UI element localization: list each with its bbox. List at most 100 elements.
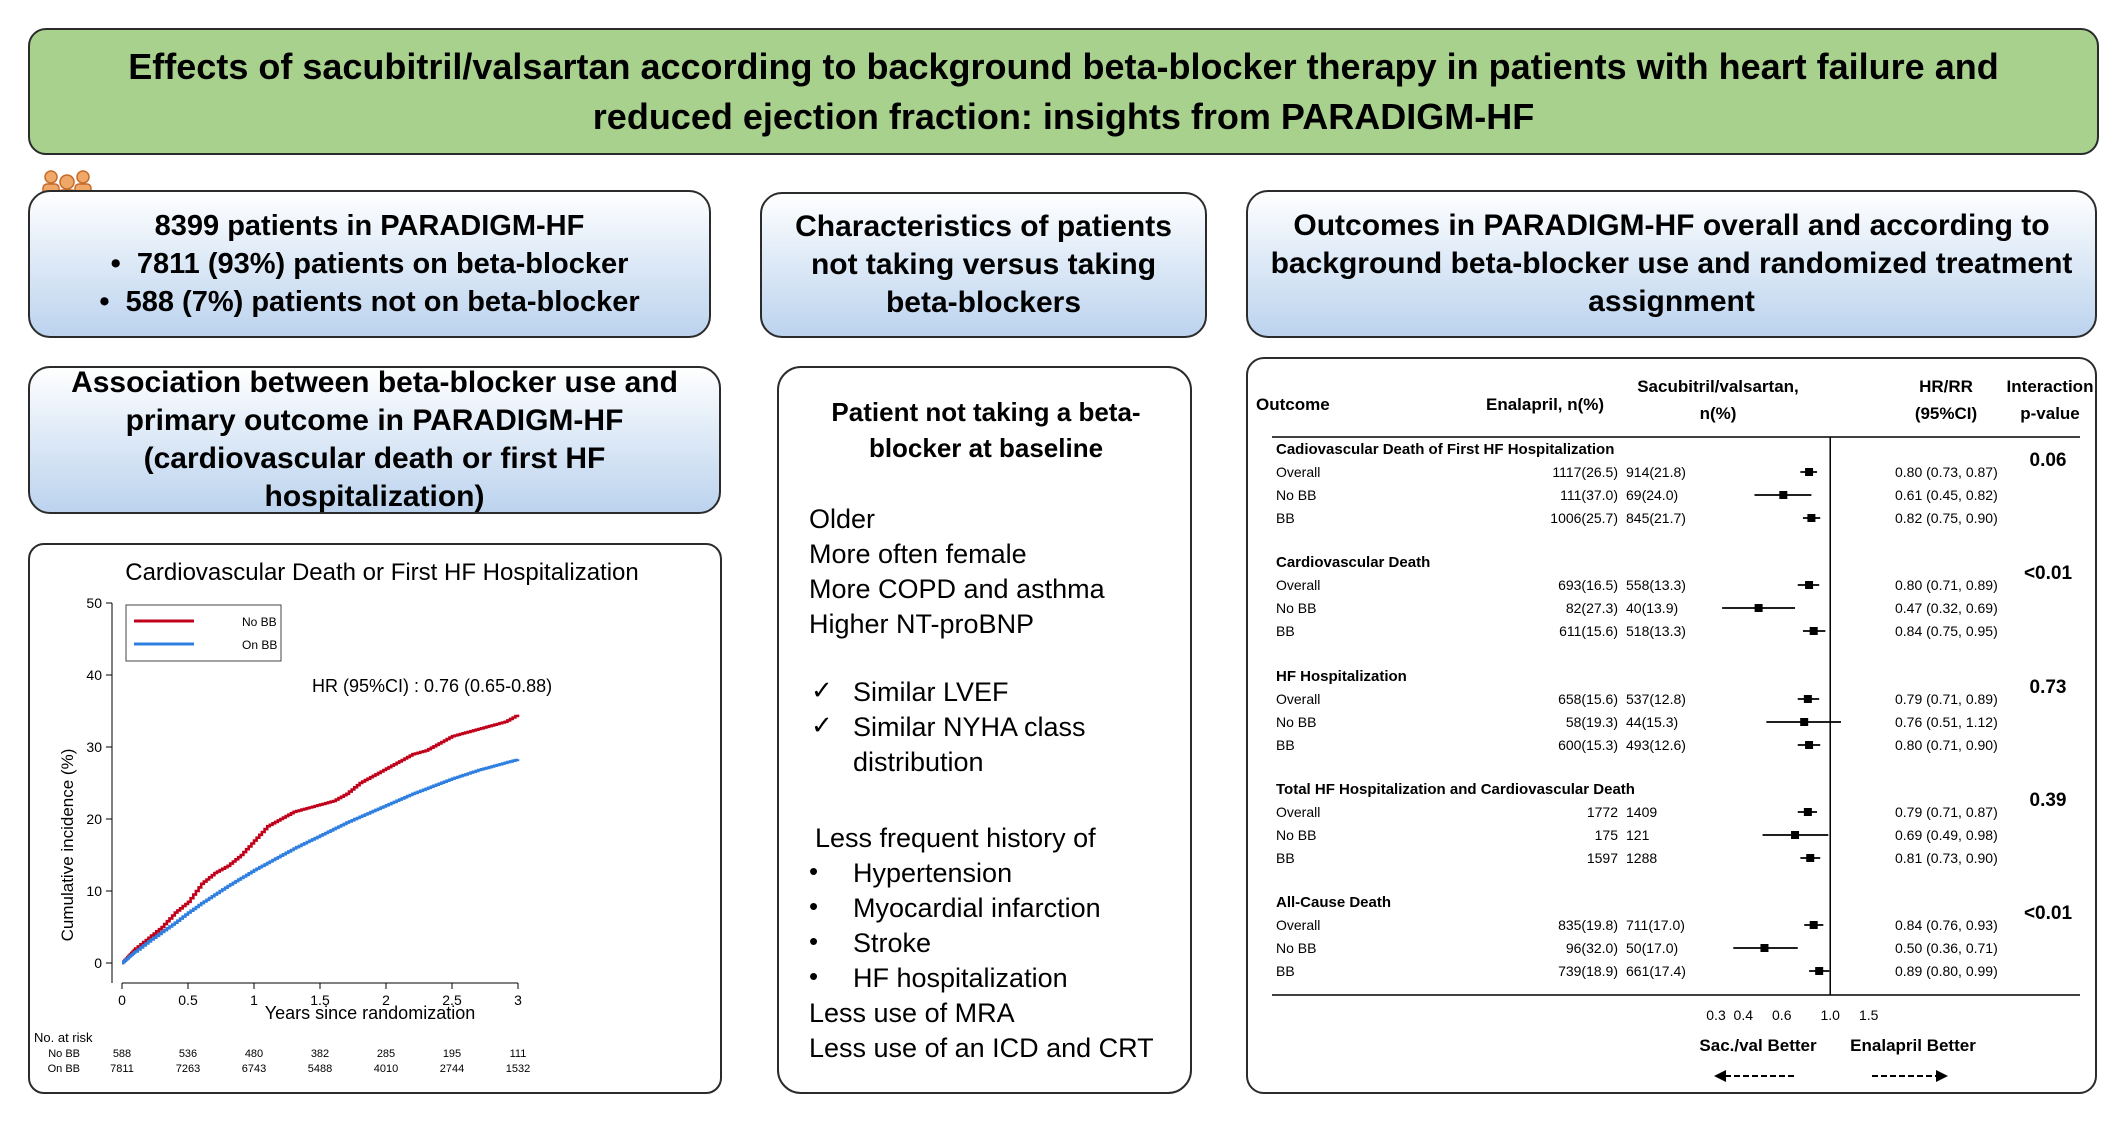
right-arrow-head xyxy=(1936,1070,1948,1082)
km-series-on-bb xyxy=(122,758,520,965)
check-icon: ✓ xyxy=(811,675,833,705)
km-chart: Cardiovascular Death or First HF Hospita… xyxy=(34,559,639,1075)
at-risk-value: 7811 xyxy=(110,1063,134,1075)
at-risk-value: 195 xyxy=(443,1048,461,1060)
km-x-tick-label: 2.5 xyxy=(442,992,462,1008)
char-similar: distribution xyxy=(853,747,984,777)
forest-x-tick-label: 1.5 xyxy=(1859,1007,1879,1023)
forest-row-label: BB xyxy=(1276,510,1295,526)
km-xlabel: Years since randomization xyxy=(265,1003,475,1023)
interaction-p-value: 0.39 xyxy=(2030,790,2067,811)
forest-group-title: All-Cause Death xyxy=(1276,894,1391,911)
forest-row-label: BB xyxy=(1276,850,1295,866)
forest-plot-box: Outcome Enalapril, n(%) Sacubitril/valsa… xyxy=(1246,357,2097,1094)
at-risk-value: 536 xyxy=(179,1048,197,1060)
forest-hr-ci: 0.80 (0.73, 0.87) xyxy=(1895,464,1998,480)
forest-sacval-value: 493(12.6) xyxy=(1626,737,1686,753)
forest-sacval-value: 914(21.8) xyxy=(1626,464,1686,480)
forest-group-title: Cardiovascular Death xyxy=(1276,554,1430,571)
forest-row-label: No BB xyxy=(1276,600,1316,616)
interaction-p-value: 0.06 xyxy=(2030,450,2067,471)
forest-enalapril-value: 739(18.9) xyxy=(1558,963,1618,979)
forest-enalapril-value: 693(16.5) xyxy=(1558,577,1618,593)
forest-enalapril-value: 1597 xyxy=(1587,850,1618,866)
km-hr-annotation: HR (95%CI) : 0.76 (0.65-0.88) xyxy=(312,676,552,696)
at-risk-value: 4010 xyxy=(374,1063,398,1075)
at-risk-value: 1532 xyxy=(506,1063,530,1075)
association-header-box: Association between beta-blocker use and… xyxy=(28,366,721,514)
sacval-better-label: Sac./val Better xyxy=(1699,1036,1817,1055)
forest-hr-ci: 0.80 (0.71, 0.90) xyxy=(1895,737,1998,753)
forest-sacval-value: 69(24.0) xyxy=(1626,487,1678,503)
km-y-tick-label: 40 xyxy=(86,667,102,683)
forest-row-label: No BB xyxy=(1276,940,1316,956)
patients-no-bb: • 588 (7%) patients not on beta-blocker xyxy=(99,286,640,318)
at-risk-value: 6743 xyxy=(242,1063,266,1075)
forest-sacval-value: 711(17.0) xyxy=(1626,917,1685,933)
km-x-tick-label: 3 xyxy=(514,992,522,1008)
forest-enalapril-value: 611(15.6) xyxy=(1559,623,1618,639)
col-interaction: Interaction xyxy=(2007,377,2094,396)
characteristics-header: Characteristics of patients not taking v… xyxy=(795,210,1172,319)
forest-point-estimate xyxy=(1807,514,1816,522)
at-risk-value: 480 xyxy=(245,1048,263,1060)
interaction-p-value: 0.73 xyxy=(2030,677,2067,698)
forest-hr-ci: 0.84 (0.75, 0.95) xyxy=(1895,623,1998,639)
forest-hr-ci: 0.79 (0.71, 0.87) xyxy=(1895,804,1998,820)
association-header: Association between beta-blocker use and… xyxy=(71,366,678,513)
characteristics-header-box: Characteristics of patients not taking v… xyxy=(760,192,1207,338)
forest-hr-ci: 0.76 (0.51, 1.12) xyxy=(1895,714,1998,730)
at-risk-value: 111 xyxy=(510,1048,527,1060)
bullet-icon: • xyxy=(809,926,819,956)
forest-row-label: Overall xyxy=(1276,691,1320,707)
forest-enalapril-value: 1772 xyxy=(1587,804,1618,820)
legend-no-bb: No BB xyxy=(242,615,277,629)
forest-enalapril-value: 835(19.8) xyxy=(1558,917,1618,933)
km-x-tick-label: 0.5 xyxy=(178,992,198,1008)
forest-enalapril-value: 1006(25.7) xyxy=(1550,510,1618,526)
char-item: More COPD and asthma xyxy=(809,574,1105,604)
km-series-no-bb xyxy=(122,714,520,965)
forest-point-estimate xyxy=(1791,831,1800,839)
at-risk-value: 7263 xyxy=(176,1063,200,1075)
forest-row-label: Overall xyxy=(1276,464,1320,480)
forest-hr-ci: 0.47 (0.32, 0.69) xyxy=(1895,600,1998,616)
forest-row-label: BB xyxy=(1276,963,1295,979)
main-title: Effects of sacubitril/valsartan accordin… xyxy=(128,45,1999,137)
left-arrow-head xyxy=(1714,1070,1726,1082)
km-x-tick-label: 2 xyxy=(382,992,390,1008)
at-risk-row-no-bb: No BB xyxy=(48,1048,80,1060)
forest-enalapril-value: 1117(26.5) xyxy=(1552,464,1618,480)
km-y-tick-label: 30 xyxy=(86,739,102,755)
km-ylabel: Cumulative incidence (%) xyxy=(58,749,77,942)
forest-hr-ci: 0.80 (0.71, 0.89) xyxy=(1895,577,1998,593)
forest-hr-ci: 0.50 (0.36, 0.71) xyxy=(1895,940,1998,956)
patients-total: 8399 patients in PARADIGM-HF xyxy=(154,210,585,242)
main-title-banner: Effects of sacubitril/valsartan accordin… xyxy=(28,28,2099,155)
forest-sacval-value: 518(13.3) xyxy=(1626,623,1686,639)
patients-on-bb: • 7811 (93%) patients on beta-blocker xyxy=(110,248,629,280)
at-risk-value: 285 xyxy=(377,1048,395,1060)
forest-hr-ci: 0.69 (0.49, 0.98) xyxy=(1895,827,1998,843)
km-y-tick-label: 50 xyxy=(86,595,102,611)
forest-point-estimate xyxy=(1754,604,1763,612)
at-risk-value: 5488 xyxy=(308,1063,332,1075)
col-hr: HR/RR xyxy=(1919,377,1973,396)
forest-enalapril-value: 82(27.3) xyxy=(1566,600,1618,616)
forest-row-label: Overall xyxy=(1276,804,1320,820)
forest-sacval-value: 1409 xyxy=(1626,804,1657,820)
forest-sacval-value: 50(17.0) xyxy=(1626,940,1678,956)
at-risk-row-on-bb: On BB xyxy=(48,1063,80,1075)
history-item: Hypertension xyxy=(853,858,1013,888)
forest-enalapril-value: 658(15.6) xyxy=(1558,691,1618,707)
forest-group-title: Total HF Hospitalization and Cardiovascu… xyxy=(1276,781,1635,798)
forest-sacval-value: 121 xyxy=(1626,827,1650,843)
forest-enalapril-value: 175 xyxy=(1595,827,1619,843)
enalapril-better-label: Enalapril Better xyxy=(1850,1036,1976,1055)
forest-sacval-value: 1288 xyxy=(1626,850,1657,866)
forest-x-tick-label: 0.4 xyxy=(1734,1007,1754,1023)
forest-point-estimate xyxy=(1805,581,1814,589)
forest-point-estimate xyxy=(1805,741,1814,749)
km-x-tick-label: 1.5 xyxy=(310,992,330,1008)
char-item: Older xyxy=(809,504,876,534)
